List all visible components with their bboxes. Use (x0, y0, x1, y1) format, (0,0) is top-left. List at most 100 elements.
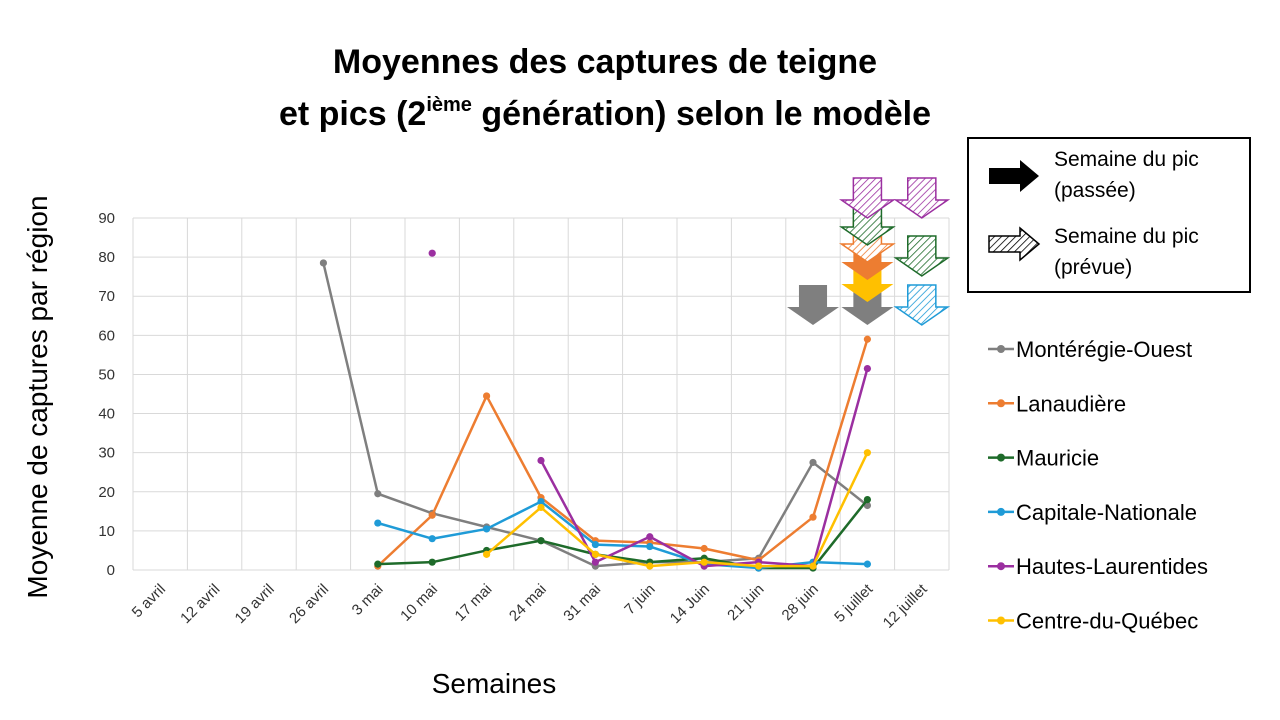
x-tick-label: 5 avril (129, 581, 169, 621)
peak-forecast-label-line1: Semaine du pic (1054, 225, 1199, 248)
legend-marker-hautes-laurentides (997, 562, 1005, 571)
legend-label-mauricie: Mauricie (1016, 446, 1099, 471)
data-point-mauricie (374, 560, 382, 568)
chart-title-line2: et pics (2ième génération) selon le modè… (0, 88, 1210, 140)
chart-title-line2-end: génération) selon le modèle (471, 95, 932, 133)
peak-arrow-mauricie-forecast-icon (893, 235, 951, 277)
series-line-mauricie (377, 498, 869, 570)
data-point-centre-du-quebec (755, 562, 763, 570)
peak-arrow-monteregie-ouest-past-icon (841, 285, 894, 325)
data-point-monteregie-ouest (319, 259, 327, 267)
data-point-capitale-nationale (591, 540, 600, 549)
peak-arrow-hautes-laurentides-forecast-icon (893, 177, 951, 219)
legend-marker-monteregie-ouest (997, 345, 1005, 353)
x-tick-label: 14 Juin (667, 581, 713, 627)
data-point-lanaudiere (809, 513, 817, 521)
series-legend: Montérégie-Ouest Lanaudière Mauricie Capita… (988, 337, 1208, 634)
peak-arrow-monteregie-ouest-past-icon (787, 285, 839, 325)
y-tick-label: 0 (107, 562, 115, 579)
legend-label-capitale-nationale: Capitale-Nationale (1016, 500, 1197, 525)
series-line-lanaudiere (376, 338, 869, 568)
legend-marker-lanaudiere (997, 399, 1005, 408)
y-axis-ticks: 0 10 20 30 40 50 60 70 80 90 (98, 210, 115, 579)
x-tick-label: 12 avril (177, 581, 223, 627)
data-point-hautes-laurentides (591, 558, 600, 566)
y-tick-label: 80 (98, 249, 115, 266)
data-point-capitale-nationale (646, 542, 654, 551)
y-tick-label: 90 (98, 210, 115, 227)
chart-title-line2-start: et pics (2 (278, 95, 427, 133)
data-point-lanaudiere (700, 544, 708, 553)
legend-marker-capitale-nationale (997, 507, 1005, 516)
legend-marker-mauricie (997, 453, 1005, 462)
y-tick-label: 50 (98, 366, 115, 383)
y-tick-label: 40 (98, 406, 115, 423)
peak-legend-box: Semaine du pic (passée) Semaine du pic (… (967, 137, 1251, 293)
peak-past-arrow-icon (989, 160, 1039, 192)
peak-forecast-arrow-icon (988, 226, 1041, 262)
data-point-lanaudiere (863, 335, 872, 343)
data-point-centre-du-quebec (646, 562, 654, 570)
legend-label-lanaudiere: Lanaudière (1016, 391, 1126, 416)
peak-arrow-hautes-laurentides-forecast-icon (838, 177, 896, 219)
peak-markers (787, 177, 951, 326)
data-point-centre-du-quebec (863, 449, 872, 457)
x-tick-label: 31 mai (560, 581, 604, 625)
data-point-centre-du-quebec (700, 558, 708, 566)
data-point-monteregie-ouest (374, 490, 382, 498)
data-point-centre-du-quebec (483, 550, 491, 558)
legend-label-centre-du-quebec: Centre-du-Québec (1016, 609, 1198, 634)
x-axis-title: Semaines (432, 668, 557, 699)
data-point-hautes-laurentides (428, 249, 436, 257)
grid-lines (132, 217, 950, 571)
y-tick-label: 20 (98, 484, 115, 501)
x-axis-ticks: 5 avril 12 avril 19 avril 26 avril 3 mai 10 m… (129, 580, 931, 632)
series-lines (319, 249, 872, 572)
peak-forecast-label-line2: (prévue) (1054, 256, 1132, 279)
legend-label-monteregie-ouest: Montérégie-Ouest (1016, 337, 1192, 362)
data-point-capitale-nationale (483, 525, 491, 533)
chart-title-superscript: ième (426, 94, 472, 116)
x-tick-label: 21 juin (724, 581, 767, 624)
x-tick-label: 28 juin (779, 581, 822, 624)
x-tick-label: 5 juillet (831, 580, 877, 626)
peak-past-label-line1: Semaine du pic (1054, 148, 1199, 171)
data-point-mauricie (428, 558, 436, 566)
data-point-lanaudiere (428, 511, 436, 519)
data-point-centre-du-quebec (591, 550, 600, 558)
peak-past-label-line2: (passée) (1054, 179, 1136, 202)
data-point-hautes-laurentides (646, 533, 654, 541)
y-tick-label: 30 (98, 445, 115, 462)
data-point-hautes-laurentides (863, 364, 872, 373)
data-point-centre-du-quebec (537, 503, 545, 512)
x-tick-label: 7 juin (621, 581, 658, 618)
data-point-mauricie (863, 496, 872, 504)
x-tick-label: 17 mai (452, 581, 496, 625)
data-point-capitale-nationale (428, 535, 436, 543)
data-point-monteregie-ouest (809, 458, 817, 467)
x-tick-label: 10 mai (397, 581, 441, 625)
x-tick-label: 19 avril (232, 581, 278, 627)
chart-title-line1: Moyennes des captures de teigne (332, 43, 878, 81)
peak-arrow-capitale-nationale-forecast-icon (893, 284, 951, 326)
data-point-capitale-nationale (374, 519, 382, 527)
y-tick-label: 10 (98, 523, 115, 540)
y-tick-label: 60 (98, 327, 115, 344)
peak-arrow-centre-du-quebec-past-icon (841, 262, 894, 302)
legend-label-hautes-laurentides: Hautes-Laurentides (1016, 554, 1208, 579)
data-point-centre-du-quebec (809, 562, 817, 570)
x-tick-label: 3 mai (349, 581, 387, 619)
x-tick-label: 12 juillet (880, 580, 932, 632)
series-line-centre-du-quebec (485, 452, 869, 568)
data-point-mauricie (537, 537, 545, 545)
x-tick-label: 24 mai (506, 581, 550, 625)
data-point-capitale-nationale (863, 560, 872, 568)
y-axis-title: Moyenne de captures par région (22, 195, 53, 598)
data-point-capitale-nationale (537, 497, 545, 506)
chart-title: Moyennes des captures de teigne et pics … (0, 36, 1210, 140)
peak-legend-border (967, 137, 1251, 293)
y-tick-label: 70 (98, 288, 115, 305)
data-point-lanaudiere (483, 392, 491, 400)
x-tick-label: 26 avril (286, 581, 332, 627)
